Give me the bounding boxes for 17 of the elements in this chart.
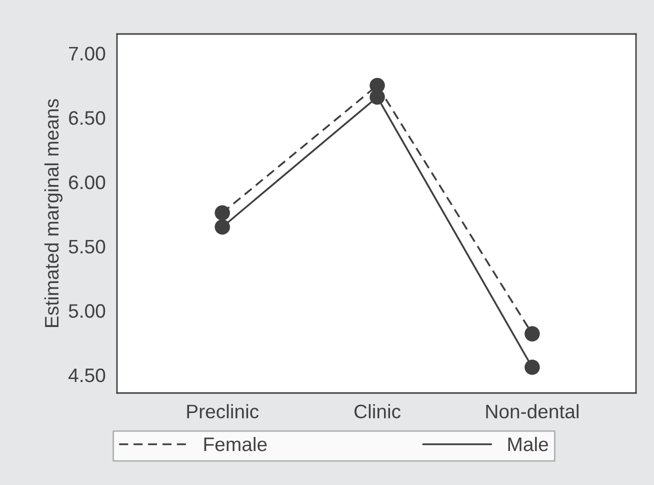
point [524, 326, 540, 342]
y-tick-label: 7.00 [69, 46, 106, 61]
legend-label: Male [508, 436, 548, 452]
point [214, 205, 230, 220]
point [524, 360, 540, 375]
y-tick-label: 6.50 [69, 111, 106, 125]
x-tick-label: Non-dental [486, 404, 578, 418]
y-tick-label: 6.00 [69, 175, 106, 190]
point [370, 89, 385, 105]
y-axis-title: Estimated marginal means [44, 99, 62, 327]
point [214, 219, 230, 235]
x-tick-label: Preclinic [187, 404, 259, 418]
legend-label: Female [204, 436, 267, 452]
y-tick-label: 5.00 [68, 304, 106, 318]
y-tick-label: 4.50 [68, 368, 106, 382]
y-tick-label: 5.50 [68, 240, 106, 254]
x-tick-label: Clinic [354, 404, 401, 418]
